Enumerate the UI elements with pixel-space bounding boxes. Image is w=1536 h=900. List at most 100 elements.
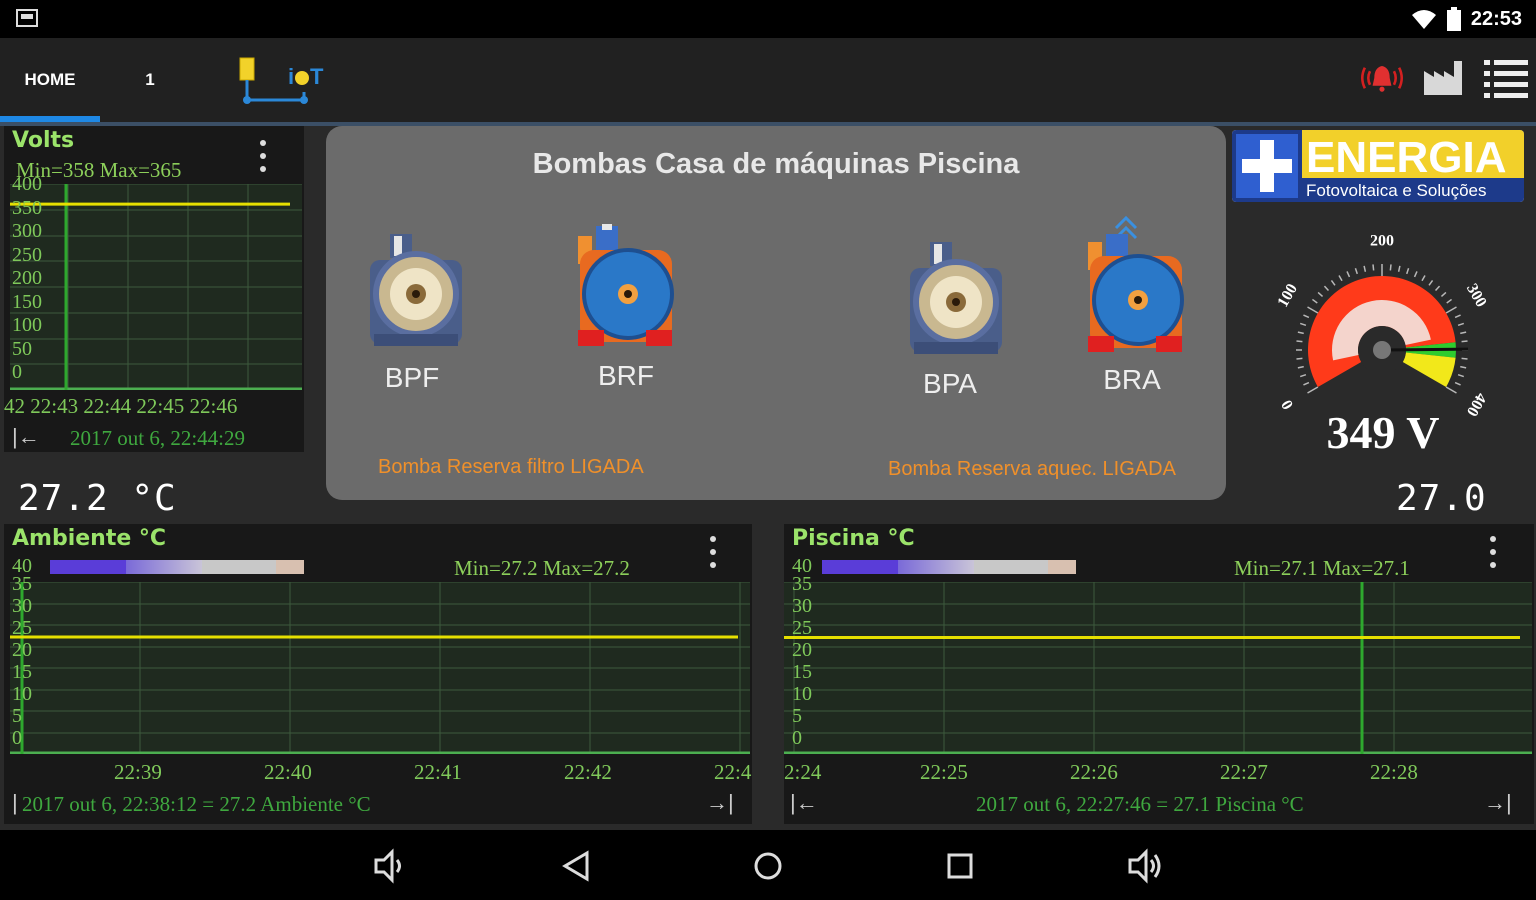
volts-y-axis: 400 350 300 250 200 150 100 50 0 (12, 174, 62, 388)
home-icon[interactable] (748, 846, 788, 886)
recents-icon[interactable] (940, 846, 980, 886)
piscina-y-tick: 5 (792, 705, 802, 727)
gauge-tick (1299, 322, 1307, 326)
gauge-needle (1381, 347, 1469, 352)
gauge-tick (1323, 285, 1330, 292)
ambiente-scroll-left-button[interactable]: | (12, 790, 18, 815)
ambiente-y-tick: 25 (12, 617, 32, 639)
gauge-tick (1434, 285, 1441, 292)
gauge-tick (1457, 322, 1465, 326)
piscina-scroll-left-button[interactable]: |← (790, 790, 818, 815)
piscina-y-axis: 35 30 25 20 15 10 5 0 (792, 574, 832, 754)
piscina-x-tick: 22:26 (1070, 760, 1118, 784)
volts-y-tick: 300 (12, 220, 42, 242)
piscina-overflow-menu-icon[interactable] (1486, 532, 1500, 572)
volts-chart-widget: Volts Min=358 Max=365 400 350 300 250 200 150… (4, 126, 304, 452)
gauge-tick (1297, 331, 1304, 335)
gauge-tick (1372, 264, 1375, 271)
pump-brf[interactable] (574, 224, 678, 350)
back-icon[interactable] (556, 846, 596, 886)
gauge-hub (1373, 341, 1391, 359)
ambiente-title: Ambiente °C (12, 526, 167, 551)
gauge-tick (1296, 357, 1303, 360)
gauge-tick (1445, 306, 1457, 314)
piscina-x-tick: 22:27 (1220, 760, 1268, 784)
tab-indicator (0, 116, 100, 122)
svg-text:i: i (288, 64, 294, 89)
ambiente-x-tick: 22:42 (564, 760, 612, 784)
ambiente-overflow-menu-icon[interactable] (706, 532, 720, 572)
temp-left-readout: 27.2 °C (18, 478, 177, 519)
ambiente-min-max: Min=27.2 Max=27.2 (454, 556, 630, 580)
pump-bpa-label: BPA (923, 368, 977, 399)
gauge-tick (1454, 381, 1461, 386)
piscina-x-tick: 22:25 (920, 760, 968, 784)
volts-y-tick: 200 (12, 267, 42, 289)
gauge-tick (1363, 265, 1367, 272)
piscina-x-tick: 22:28 (1370, 760, 1418, 784)
gauge-tick-label: 100 (1274, 281, 1301, 310)
piscina-plot (784, 582, 1532, 754)
gauge-tick (1303, 314, 1310, 319)
tab-home[interactable]: HOME (24, 70, 76, 89)
ambiente-scroll-right-button[interactable]: →| (706, 790, 734, 815)
energia-logo-graphic: ENERGIA Fotovoltaica e Soluções (1232, 130, 1524, 202)
piscina-y-tick: 10 (792, 683, 812, 705)
volts-plot (10, 184, 302, 390)
volts-y-tick: 250 (12, 243, 42, 266)
pumps-panel-title: Bombas Casa de máquinas Piscina (532, 148, 1020, 180)
gauge-tick (1406, 267, 1410, 275)
volts-y-tick: 150 (12, 290, 42, 313)
gauge-tick-label: 200 (1370, 233, 1394, 250)
pump-off-icon (370, 234, 462, 346)
ambiente-x-tick: 22:41 (414, 760, 462, 784)
piscina-y-tick: 20 (792, 639, 812, 661)
gauge-tick (1317, 291, 1324, 298)
logo-subtitle: Fotovoltaica e Soluções (1306, 181, 1487, 200)
volts-x-ticks: 42 22:43 22:44 22:45 22:46 (4, 394, 238, 418)
volume-up-icon[interactable] (1126, 846, 1166, 886)
pump-bpf[interactable] (364, 230, 468, 350)
gauge-tick (1460, 365, 1467, 369)
pump-off-icon (910, 242, 1002, 354)
menu-list-icon[interactable] (1482, 52, 1530, 104)
gauge-tick (1397, 265, 1401, 272)
tab-1[interactable]: 1 (145, 70, 155, 89)
gauge-tick (1296, 340, 1303, 343)
ambiente-plot-grid (10, 582, 750, 754)
ambiente-y-tick: 30 (12, 595, 32, 617)
ambiente-y-tick: 10 (12, 683, 32, 705)
battery-icon (1446, 7, 1461, 31)
gauge-tick (1311, 298, 1318, 304)
piscina-x-tick: 2:24 (784, 760, 822, 784)
factory-icon[interactable] (1420, 52, 1468, 104)
pumps-panel: Bombas Casa de máquinas Piscina BPF (326, 126, 1226, 500)
volts-y-tick: 400 (12, 173, 42, 195)
volts-y-tick: 50 (12, 337, 32, 360)
piscina-y-tick: 0 (792, 727, 802, 749)
volts-scroll-left-button[interactable]: |← (12, 424, 40, 449)
gauge-tick (1307, 386, 1319, 394)
gauge-tick (1460, 331, 1467, 335)
ambiente-y-tick: 0 (12, 727, 22, 749)
volts-overflow-menu-icon[interactable] (256, 136, 270, 176)
gauge-tick (1440, 291, 1447, 298)
gauge-tick (1330, 279, 1336, 286)
appbar-divider (0, 122, 1536, 126)
gauge-value: 349 V (1326, 407, 1440, 458)
gauge-band-inner (1332, 300, 1431, 361)
pump-bra-label: BRA (1103, 364, 1161, 395)
ambiente-cursor-info: 2017 out 6, 22:38:12 = 27.2 Ambiente °C (22, 792, 371, 816)
alarm-bell-icon[interactable] (1358, 52, 1406, 104)
ambiente-y-tick: 35 (12, 573, 32, 595)
pump-bra[interactable] (1084, 214, 1188, 356)
pump-bpa[interactable] (904, 238, 1008, 358)
volume-down-icon[interactable] (370, 846, 410, 886)
ambiente-y-axis: 35 30 25 20 15 10 5 0 (12, 574, 52, 754)
ambiente-chart-widget: Ambiente °C 40 Min=27.2 Max=27.2 35 30 25 2… (4, 524, 752, 824)
piscina-y-tick: 25 (792, 617, 812, 639)
ambiente-x-tick: 22:39 (114, 760, 162, 784)
piscina-scroll-right-button[interactable]: →| (1484, 790, 1512, 815)
pump-on-icon (1088, 215, 1184, 352)
ambiente-y-tick: 15 (12, 661, 32, 683)
